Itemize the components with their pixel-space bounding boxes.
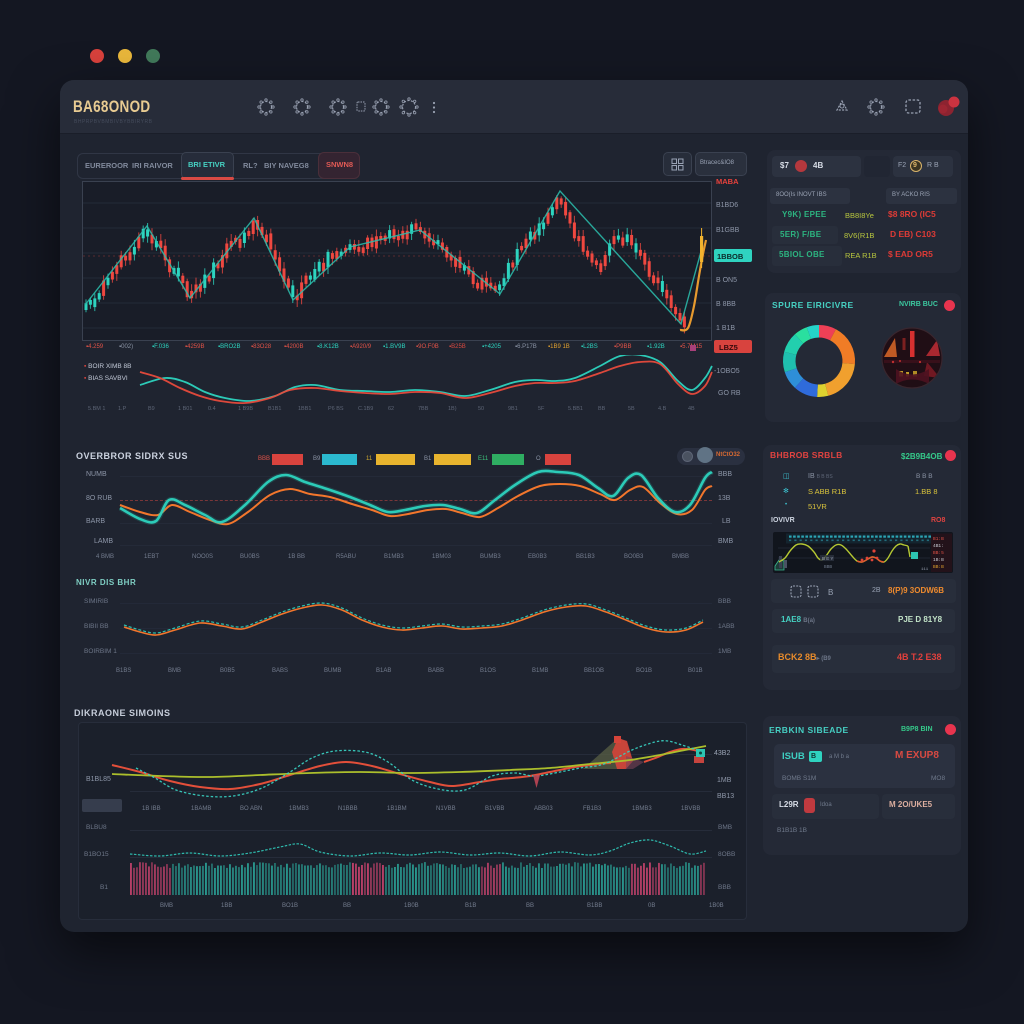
svg-text:B: B — [828, 588, 833, 597]
svg-text:B1:B: B1:B — [933, 536, 944, 542]
svg-text:BB:5: BB:5 — [933, 550, 944, 556]
svg-text:BBB: BBB — [824, 564, 832, 570]
svg-text:1B:B: 1B:B — [933, 557, 944, 563]
svg-text:4B1:: 4B1: — [933, 543, 944, 549]
svg-text:B E Y: B E Y — [822, 556, 833, 561]
svg-text:BB:B: BB:B — [933, 564, 944, 570]
svg-text:111: 111 — [921, 568, 929, 572]
